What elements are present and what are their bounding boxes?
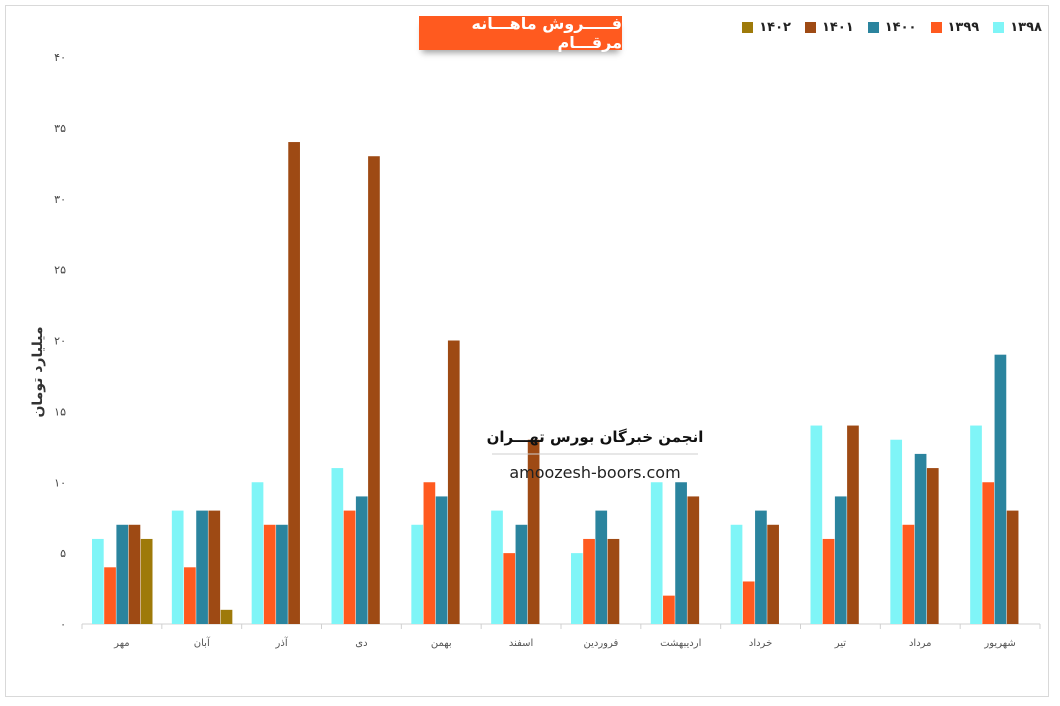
y-tick-label: ۱۰	[54, 476, 66, 489]
bar	[847, 425, 859, 624]
bar	[675, 482, 687, 624]
legend-label-1399: ۱۳۹۹	[947, 20, 980, 35]
x-tick-label: آبان	[194, 636, 211, 649]
x-tick-label: دی	[355, 638, 367, 649]
bar	[411, 524, 424, 624]
chart-frame	[5, 5, 1049, 697]
bar	[435, 496, 448, 624]
y-tick-label: ۲۵	[54, 264, 66, 277]
y-tick-label: ۳۰	[54, 193, 66, 206]
bar	[220, 609, 233, 624]
bar	[447, 340, 460, 624]
legend: ۱۳۹۸ ۱۳۹۹ ۱۴۰۰ ۱۴۰۱ ۱۴۰۲	[742, 20, 1042, 35]
x-tick-label: آذر	[275, 636, 289, 649]
x-tick-label: بهمن	[431, 638, 452, 649]
watermark-url: amoozesh-boors.com	[509, 463, 680, 482]
legend-swatch-1401	[805, 22, 816, 33]
bar	[251, 482, 264, 624]
legend-item-1398: ۱۳۹۸	[993, 20, 1042, 35]
bar	[116, 524, 129, 624]
bar	[331, 468, 344, 624]
legend-swatch-1400	[867, 22, 879, 33]
x-tick-label: مهر	[113, 638, 129, 649]
bar	[184, 567, 196, 624]
bar	[515, 524, 528, 624]
bar	[343, 510, 356, 624]
bar	[822, 538, 835, 624]
bar	[196, 510, 208, 624]
bar	[263, 524, 276, 624]
bar	[890, 439, 903, 624]
bar	[128, 524, 141, 624]
chart-title: فـــــروش ماهـــانه مرقـــام	[471, 14, 623, 52]
bar	[355, 496, 368, 624]
legend-label-1402: ۱۴۰۲	[759, 20, 791, 35]
watermark-title: انجمن خبرگان بورس تهـــران	[487, 428, 704, 446]
legend-swatch-1399	[930, 22, 942, 33]
bar	[970, 425, 982, 624]
bar	[368, 156, 380, 624]
bar	[607, 538, 620, 624]
bar	[140, 538, 153, 624]
bar	[914, 453, 927, 624]
bar	[276, 524, 288, 624]
x-tick-label: خرداد	[749, 638, 772, 649]
bar	[571, 553, 583, 624]
y-tick-label: ۰	[60, 618, 66, 631]
bar	[423, 482, 436, 624]
bar	[810, 425, 823, 624]
y-tick-label: ۳۵	[54, 122, 66, 135]
legend-label-1398: ۱۳۹۸	[1010, 20, 1042, 35]
legend-item-1401: ۱۴۰۱	[805, 20, 854, 35]
legend-swatch-1398	[993, 22, 1005, 33]
bar	[767, 524, 779, 624]
bar	[663, 595, 675, 624]
bar	[902, 524, 915, 624]
y-tick-label: ۵	[60, 547, 66, 560]
y-tick-label: ۴۰	[54, 51, 66, 64]
x-tick-label: اردیبهشت	[660, 638, 701, 649]
bar	[208, 510, 221, 624]
x-tick-label: تیر	[834, 638, 847, 649]
bar	[527, 439, 540, 624]
x-tick-label: فروردین	[584, 638, 619, 649]
bar	[171, 510, 184, 624]
bar	[650, 482, 663, 624]
legend-item-1402: ۱۴۰۲	[742, 20, 791, 35]
x-tick-label: شهریور	[983, 638, 1015, 649]
bar	[583, 538, 595, 624]
bar	[491, 510, 503, 624]
x-tick-label: اسفند	[509, 638, 533, 649]
bar	[595, 510, 608, 624]
bar	[982, 482, 995, 624]
bar	[687, 496, 700, 624]
bar	[92, 538, 104, 624]
bar	[503, 553, 516, 624]
bar	[730, 524, 743, 624]
y-tick-label: ۲۰	[54, 335, 66, 348]
legend-item-1399: ۱۳۹۹	[930, 20, 980, 35]
y-tick-label: ۱۵	[54, 405, 66, 418]
bar	[1006, 510, 1019, 624]
x-tick-label: مرداد	[909, 638, 932, 649]
legend-label-1401: ۱۴۰۱	[822, 20, 854, 35]
legend-label-1400: ۱۴۰۰	[884, 20, 917, 35]
bar	[994, 354, 1007, 624]
bar	[742, 581, 755, 624]
bar	[755, 510, 767, 624]
legend-item-1400: ۱۴۰۰	[867, 20, 917, 35]
bar	[834, 496, 847, 624]
bar	[104, 567, 116, 624]
bar	[926, 468, 939, 624]
chart-title-box: فـــــروش ماهـــانه مرقـــام	[419, 14, 623, 52]
legend-swatch-1402	[742, 22, 754, 33]
bar	[288, 142, 300, 625]
